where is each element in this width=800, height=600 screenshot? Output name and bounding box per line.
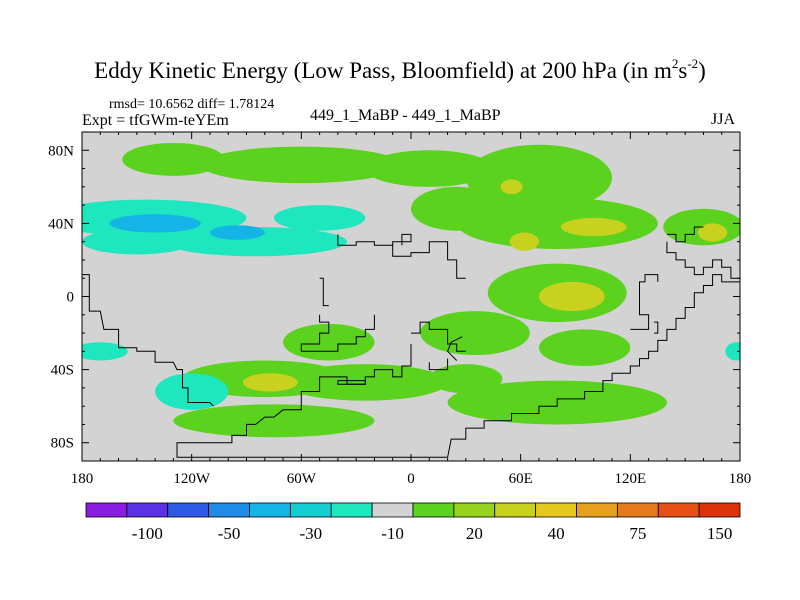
contour-region-17: [560, 217, 627, 237]
colorbar-label-5: 40: [548, 524, 565, 543]
colorbar-box-15: [698, 502, 741, 518]
contour-region-20: [242, 373, 298, 392]
contour-region-5: [411, 186, 503, 231]
coastline-5: [176, 344, 448, 458]
colorbar-label-3: -10: [381, 524, 404, 543]
contour-region-30: [209, 225, 265, 240]
contour-region-24: [164, 227, 348, 257]
coastline-2: [82, 274, 214, 407]
colorbar-box-2: [167, 502, 210, 518]
colorbar-label-1: -50: [218, 524, 241, 543]
experiment-label: Expt = tfGWm-teYEm: [82, 112, 229, 129]
season-label: JJA: [711, 111, 736, 128]
contour-region-18: [697, 223, 728, 242]
title-sup-1: 2: [671, 56, 679, 71]
contour-region-2: [365, 150, 494, 187]
coastline-14: [447, 336, 463, 361]
colorbar-box-13: [616, 502, 659, 518]
colorbar-box-0: [85, 502, 128, 518]
colorbar-box-14: [657, 502, 700, 518]
x-tick-label-1: 120W: [173, 471, 211, 487]
contour-region-8: [420, 311, 530, 355]
title-mid: s: [678, 58, 688, 83]
coastline-13: [666, 226, 704, 243]
contour-region-0: [122, 142, 225, 176]
y-tick-label-3: 40S: [51, 363, 74, 379]
chart-title: Eddy Kinetic Energy (Low Pass, Bloomfiel…: [0, 56, 800, 84]
colorbar-box-8: [412, 502, 455, 518]
coastline-11: [654, 321, 659, 334]
coastline-10: [630, 274, 659, 330]
x-tick-label-3: 0: [407, 471, 415, 487]
coastline-8: [428, 358, 449, 371]
y-tick-label-4: 80S: [51, 436, 74, 452]
title-end: ): [698, 58, 706, 83]
contour-regions: [82, 142, 740, 438]
colorbar-label-4: 20: [466, 524, 483, 543]
contour-region-4: [456, 197, 658, 249]
colorbar: -100 -50 -30 -10 20 40 75 150: [85, 502, 741, 543]
coastlines: [82, 226, 740, 458]
coastline-7: [411, 321, 466, 352]
coastline-12: [666, 241, 740, 279]
axis-ticks: 180 120W 60W 0 60E 120E 180 80N 40N 0 40S 80S: [48, 132, 751, 487]
title-main: Eddy Kinetic Energy (Low Pass, Bloomfiel…: [94, 58, 672, 83]
y-tick-label-0: 80N: [48, 143, 74, 159]
colorbar-label-7: 150: [707, 524, 733, 543]
rmsd-diff-stats: rmsd= 10.6562 diff= 1.78124: [109, 97, 275, 112]
title-sup-2: -2: [687, 56, 699, 71]
colorbar-box-5: [289, 502, 332, 518]
contour-region-1: [200, 146, 402, 184]
colorbar-box-4: [249, 502, 291, 518]
run-label: 449_1_MaBP - 449_1_MaBP: [310, 107, 501, 124]
contour-region-27: [155, 373, 229, 410]
coastline-6: [337, 380, 366, 385]
contour-region-21: [500, 179, 523, 195]
colorbar-box-3: [208, 502, 250, 518]
x-tick-label-2: 60W: [287, 471, 317, 487]
contour-region-29: [109, 214, 201, 233]
contour-region-19: [538, 281, 605, 312]
colorbar-label-2: -30: [299, 524, 322, 543]
x-tick-label-4: 60E: [509, 471, 533, 487]
coastline-4: [319, 277, 329, 307]
coastline-3: [300, 314, 375, 352]
contour-region-16: [509, 232, 539, 251]
x-tick-label-0: 180: [71, 471, 94, 487]
contour-region-10: [538, 329, 631, 366]
colorbar-box-12: [576, 502, 618, 518]
coastline-0: [337, 234, 466, 279]
coastline-1: [392, 233, 412, 246]
x-tick-label-6: 180: [729, 471, 752, 487]
y-tick-label-2: 0: [67, 290, 75, 306]
contour-region-3: [465, 144, 613, 211]
colorbar-box-10: [494, 502, 537, 518]
colorbar-box-9: [453, 502, 496, 518]
colorbar-label-0: -100: [132, 524, 163, 543]
colorbar-box-1: [126, 502, 169, 518]
contour-region-25: [273, 205, 366, 231]
coastline-9: [447, 274, 740, 458]
contour-region-14: [173, 404, 375, 438]
colorbar-box-6: [330, 502, 373, 518]
contour-region-23: [82, 228, 192, 255]
contour-region-26: [82, 342, 128, 361]
contour-region-28: [725, 342, 740, 361]
y-tick-label-1: 40N: [48, 216, 74, 232]
colorbar-label-6: 75: [629, 524, 646, 543]
colorbar-box-7: [371, 502, 414, 518]
contour-region-13: [429, 364, 503, 394]
colorbar-box-11: [535, 502, 577, 518]
x-tick-label-5: 120E: [614, 471, 646, 487]
